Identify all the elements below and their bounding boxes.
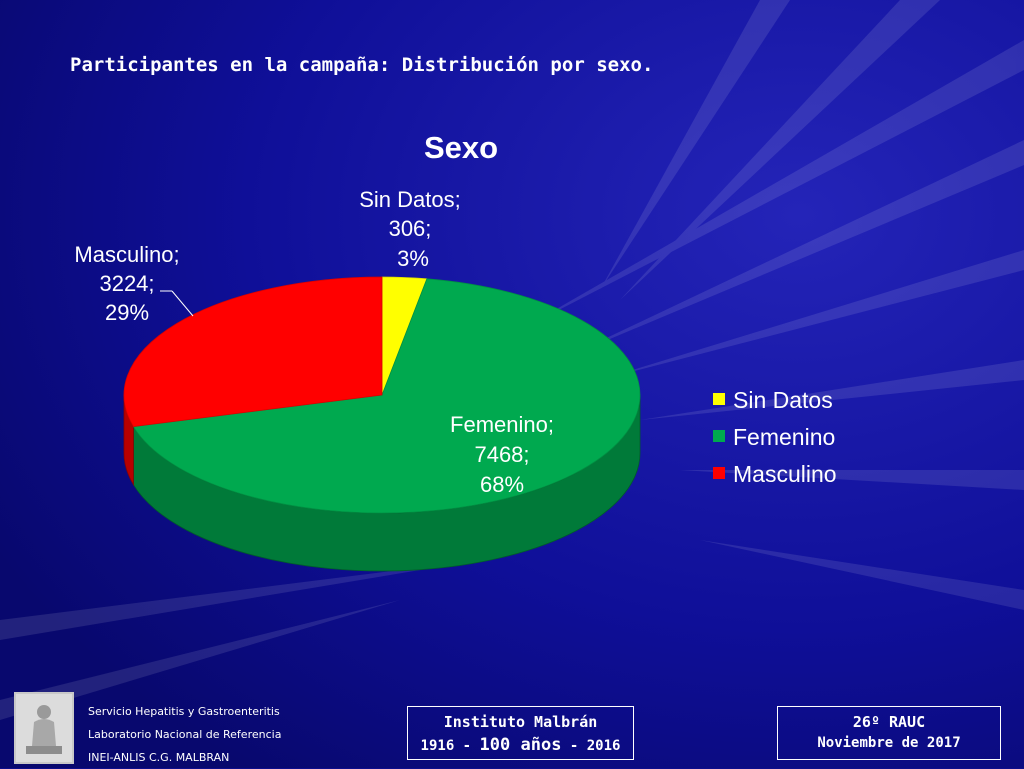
event-name: 26º RAUC <box>852 713 926 731</box>
data-label-femenino: Femenino; 7468; 68% <box>450 412 554 497</box>
data-label-masculino-value: 3224; <box>99 271 154 296</box>
years-start: 1916 - <box>420 738 480 754</box>
legend-label-femenino: Femenino <box>733 424 835 450</box>
pie-slice-masculino <box>123 276 383 428</box>
data-label-masculino-pct: 29% <box>105 300 149 325</box>
institute-name: Instituto Malbrán <box>443 713 598 731</box>
statue-logo-icon <box>16 694 72 762</box>
institute-logo <box>14 692 74 764</box>
footer-lines: Servicio Hepatitis y Gastroenteritis Lab… <box>88 700 281 769</box>
legend-label-sin-datos: Sin Datos <box>733 387 833 413</box>
chart-legend: Sin Datos Femenino Masculino <box>713 387 837 487</box>
institute-box: Instituto Malbrán 1916 - 100 años - 2016 <box>407 706 634 760</box>
footer-credits: Servicio Hepatitis y Gastroenteritis Lab… <box>14 692 314 764</box>
chart-title: Sexo <box>424 130 498 165</box>
event-date: Noviembre de 2017 <box>817 735 961 751</box>
data-label-masculino-name: Masculino; <box>74 242 179 267</box>
event-box: 26º RAUC Noviembre de 2017 <box>777 706 1001 760</box>
data-label-femenino-name: Femenino; <box>450 412 554 437</box>
legend-label-masculino: Masculino <box>733 461 837 487</box>
institute-years: 1916 - 100 años - 2016 <box>408 735 633 755</box>
data-label-sin-datos: Sin Datos; 306; 3% <box>359 187 461 271</box>
footer-line-lab: Laboratorio Nacional de Referencia <box>88 728 282 741</box>
leader-line-masculino-diag <box>171 290 194 317</box>
years-centenary: 100 años <box>479 735 562 755</box>
data-label-femenino-pct: 68% <box>480 472 524 497</box>
footer-line-service: Servicio Hepatitis y Gastroenteritis <box>88 705 280 718</box>
data-label-masculino: Masculino; 3224; 29% <box>74 242 179 325</box>
legend-swatch-sin-datos <box>713 393 725 405</box>
data-label-sin-datos-pct: 3% <box>397 246 429 271</box>
data-label-sin-datos-value: 306; <box>389 216 432 241</box>
slide-title: Participantes en la campaña: Distribució… <box>70 54 654 76</box>
legend-swatch-masculino <box>713 467 725 479</box>
data-label-sin-datos-name: Sin Datos; <box>359 187 461 212</box>
pie-tops <box>123 276 641 514</box>
years-end: - 2016 <box>561 738 621 754</box>
pie-slice-femenino <box>132 278 641 514</box>
data-label-femenino-value: 7468; <box>474 442 529 467</box>
legend-swatch-femenino <box>713 430 725 442</box>
footer-line-inei: INEI-ANLIS C.G. MALBRAN <box>88 751 230 764</box>
